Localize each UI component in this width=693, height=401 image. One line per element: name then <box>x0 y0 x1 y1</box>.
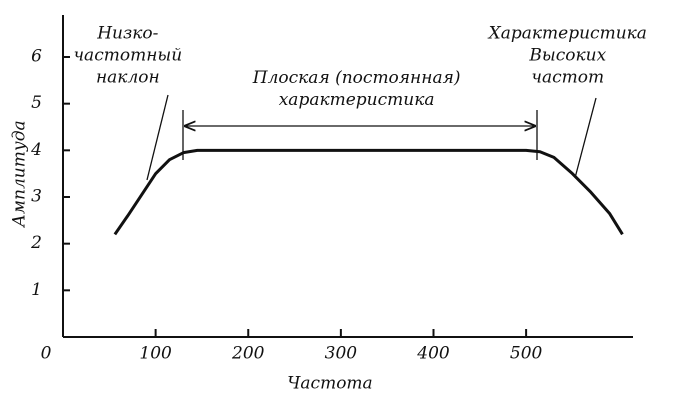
leader-line <box>574 97 597 179</box>
annotation-line: наклон <box>96 67 160 87</box>
annotation-line: Высоких <box>528 45 606 65</box>
annotation: Низко-частотный наклон <box>73 23 182 87</box>
x-tick-label: 400 <box>416 344 450 364</box>
line-series <box>113 148 624 236</box>
y-tick-label: 6 <box>31 47 42 67</box>
x-tick-label: 100 <box>139 344 172 364</box>
x-tick-label: 300 <box>325 344 358 364</box>
x-tick-label: 200 <box>231 344 265 364</box>
x-axis-label: Частота <box>287 374 372 394</box>
y-axis-label: Амплитуда <box>10 120 30 228</box>
annotation-line: Низко- <box>96 23 158 43</box>
annotation: Характеристика Высоких частот <box>487 23 647 87</box>
annotation-line: частотный <box>73 45 182 65</box>
annotation-line: частот <box>531 67 604 87</box>
x-tick-label: 500 <box>510 344 543 364</box>
y-tick-label: 5 <box>31 93 42 113</box>
annotation-line: характеристика <box>279 90 435 110</box>
annotation-line: Плоская (постоянная) <box>252 68 461 88</box>
leader-line <box>146 94 169 181</box>
annotation: Плоская (постоянная) характеристика <box>252 68 461 110</box>
y-tick-label: 1 <box>31 280 42 300</box>
y-tick-label: 2 <box>30 233 42 253</box>
x-tick-label: 0 <box>41 344 52 364</box>
annotation-line: Характеристика <box>487 23 647 43</box>
y-tick-label: 4 <box>30 140 42 160</box>
y-tick-label: 3 <box>31 187 42 207</box>
